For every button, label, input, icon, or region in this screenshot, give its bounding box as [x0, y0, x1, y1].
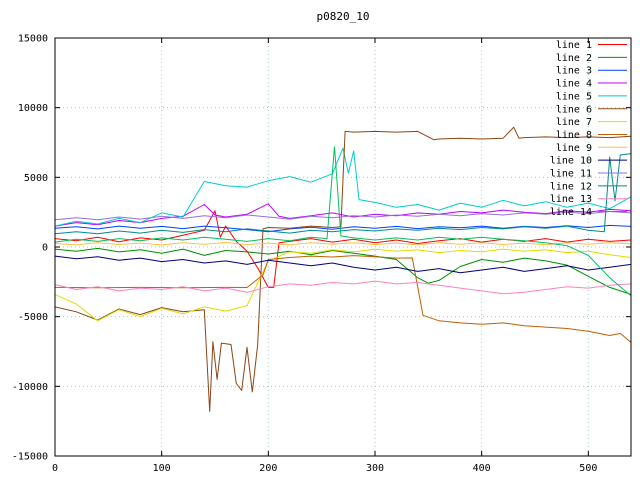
x-tick-label: 500	[579, 463, 597, 474]
y-tick-label: -5000	[18, 312, 48, 323]
y-tick-label: 5000	[24, 173, 48, 184]
chart-title: p0820_10	[316, 10, 370, 23]
series-line-12	[54, 153, 632, 235]
legend-label: line 8	[556, 130, 592, 141]
x-tick-label: 200	[259, 463, 277, 474]
series-line-10	[54, 255, 632, 274]
legend-label: line 3	[556, 66, 592, 77]
series-line-14	[54, 146, 632, 297]
series-group	[54, 126, 632, 412]
y-tick-label: 10000	[18, 103, 48, 114]
x-tick-label: 400	[473, 463, 491, 474]
axes: 0 100 200 300 400 500 -15000 -10000 -5000 0 5000 10…	[12, 34, 632, 474]
series-line-9	[54, 242, 632, 246]
legend-label: line 13	[550, 194, 592, 205]
x-tick-label: 0	[52, 463, 58, 474]
legend-label: line 2	[556, 53, 592, 64]
legend-label: line 7	[556, 117, 592, 128]
y-tick-label: 0	[42, 243, 48, 254]
legend-label: line 11	[550, 169, 592, 180]
series-line-6	[54, 126, 632, 412]
series-line-7	[54, 248, 632, 322]
series-line-11	[54, 211, 632, 221]
legend-label: line 10	[550, 156, 592, 167]
legend-label: line 1	[556, 40, 592, 51]
series-line-5	[54, 147, 632, 227]
series-line-13	[54, 280, 632, 295]
legend-label: line 4	[556, 79, 592, 90]
series-line-3	[54, 224, 632, 233]
legend-label: line 12	[550, 181, 592, 192]
legend-label: line 14	[550, 207, 592, 218]
legend-label: line 6	[556, 104, 592, 115]
x-tick-label: 300	[366, 463, 384, 474]
series-line-8	[54, 255, 632, 343]
legend-label: line 5	[556, 91, 592, 102]
legend-label: line 9	[556, 143, 592, 154]
y-tick-label: -10000	[12, 382, 48, 393]
y-tick-label: -15000	[12, 452, 48, 463]
x-tick-label: 100	[153, 463, 171, 474]
y-tick-label: 15000	[18, 34, 48, 45]
series-line-2	[54, 247, 632, 295]
grid	[55, 38, 631, 456]
series-line-4	[54, 203, 632, 227]
